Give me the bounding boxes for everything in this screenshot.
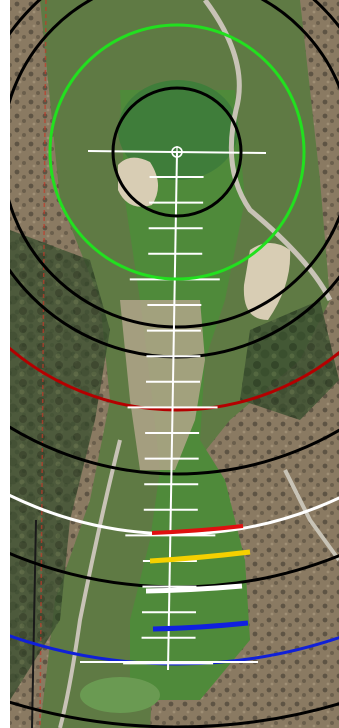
arc-white [10,493,339,536]
tree-line-right [240,300,339,420]
tee-box [80,677,160,713]
tee-marker-blue [152,620,249,632]
tee-marker-white [145,583,243,594]
utility-line [31,519,37,728]
left-margin [0,0,10,728]
access-road [283,469,339,562]
yardage-centerline [167,151,178,671]
crosshair-icon[interactable] [171,146,183,158]
pin-inner-circle [111,86,243,218]
out-of-bounds-line [39,0,47,728]
putting-green [118,80,238,180]
bunker-right [243,243,291,320]
cart-path-lower [58,439,122,728]
tee-marker-red [151,524,244,535]
cart-path [202,0,333,302]
arc-red [10,346,339,412]
arc-black-3 [10,425,339,476]
waste-area [120,300,205,470]
target-circle [48,23,306,281]
arc-black-1 [10,0,339,329]
tee-marker-yellow [149,549,251,564]
arc-black-5 [10,700,339,728]
hole-map[interactable] [10,0,339,728]
